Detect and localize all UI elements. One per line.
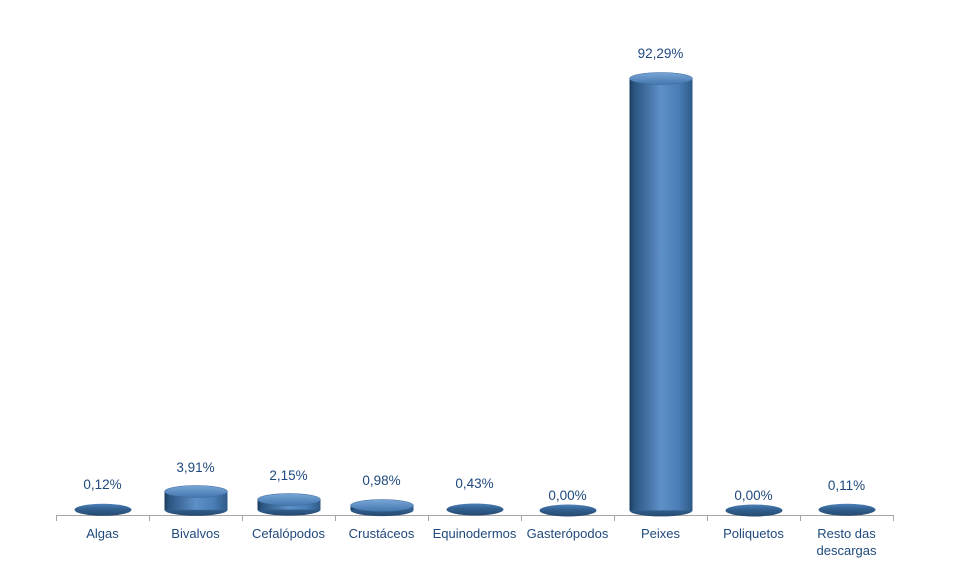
category-label-crustaceos: Crustáceos — [348, 526, 415, 541]
x-axis-line — [56, 515, 894, 516]
category-label-bivalvos: Bivalvos — [171, 526, 220, 541]
x-axis-tick — [893, 515, 894, 521]
data-label: 92,29% — [637, 46, 684, 62]
category-label-gasteropodos: Gasterópodos — [526, 526, 609, 541]
bar-equinodermos — [446, 503, 503, 515]
bar-algas — [74, 503, 131, 516]
category-label-resto-das-descargas: Resto das descargas — [816, 526, 877, 558]
bar-cefalopodos — [256, 493, 321, 516]
x-axis-tick — [707, 515, 708, 521]
bar-crustaceos — [349, 499, 414, 516]
data-label: 0,00% — [734, 488, 773, 503]
bar-peixes — [628, 71, 693, 516]
data-label: 0,98% — [362, 473, 401, 489]
x-axis-tick — [614, 515, 615, 521]
x-axis-tick — [56, 515, 57, 521]
x-axis-tick — [428, 515, 429, 521]
data-label: 0,00% — [548, 488, 587, 503]
x-axis-tick — [521, 515, 522, 521]
bar-poliquetos — [725, 504, 782, 516]
category-label-cefalopodos: Cefalópodos — [252, 526, 325, 541]
data-label: 0,43% — [455, 476, 494, 491]
bar-gasteropodos — [539, 504, 596, 516]
data-label: 2,15% — [269, 467, 308, 483]
bar-resto-das-descargas — [818, 503, 875, 516]
x-axis-tick — [149, 515, 150, 521]
category-label-equinodermos: Equinodermos — [432, 526, 517, 541]
x-axis-tick — [335, 515, 336, 521]
category-label-algas: Algas — [86, 526, 119, 541]
category-label-peixes: Peixes — [640, 526, 681, 541]
data-label: 0,11% — [827, 477, 866, 493]
data-label: 0,12% — [83, 477, 122, 493]
x-axis-tick — [242, 515, 243, 521]
data-label: 3,91% — [176, 459, 215, 475]
bar-bivalvos — [163, 485, 228, 516]
category-label-poliquetos: Poliquetos — [723, 526, 784, 541]
x-axis-tick — [800, 515, 801, 521]
